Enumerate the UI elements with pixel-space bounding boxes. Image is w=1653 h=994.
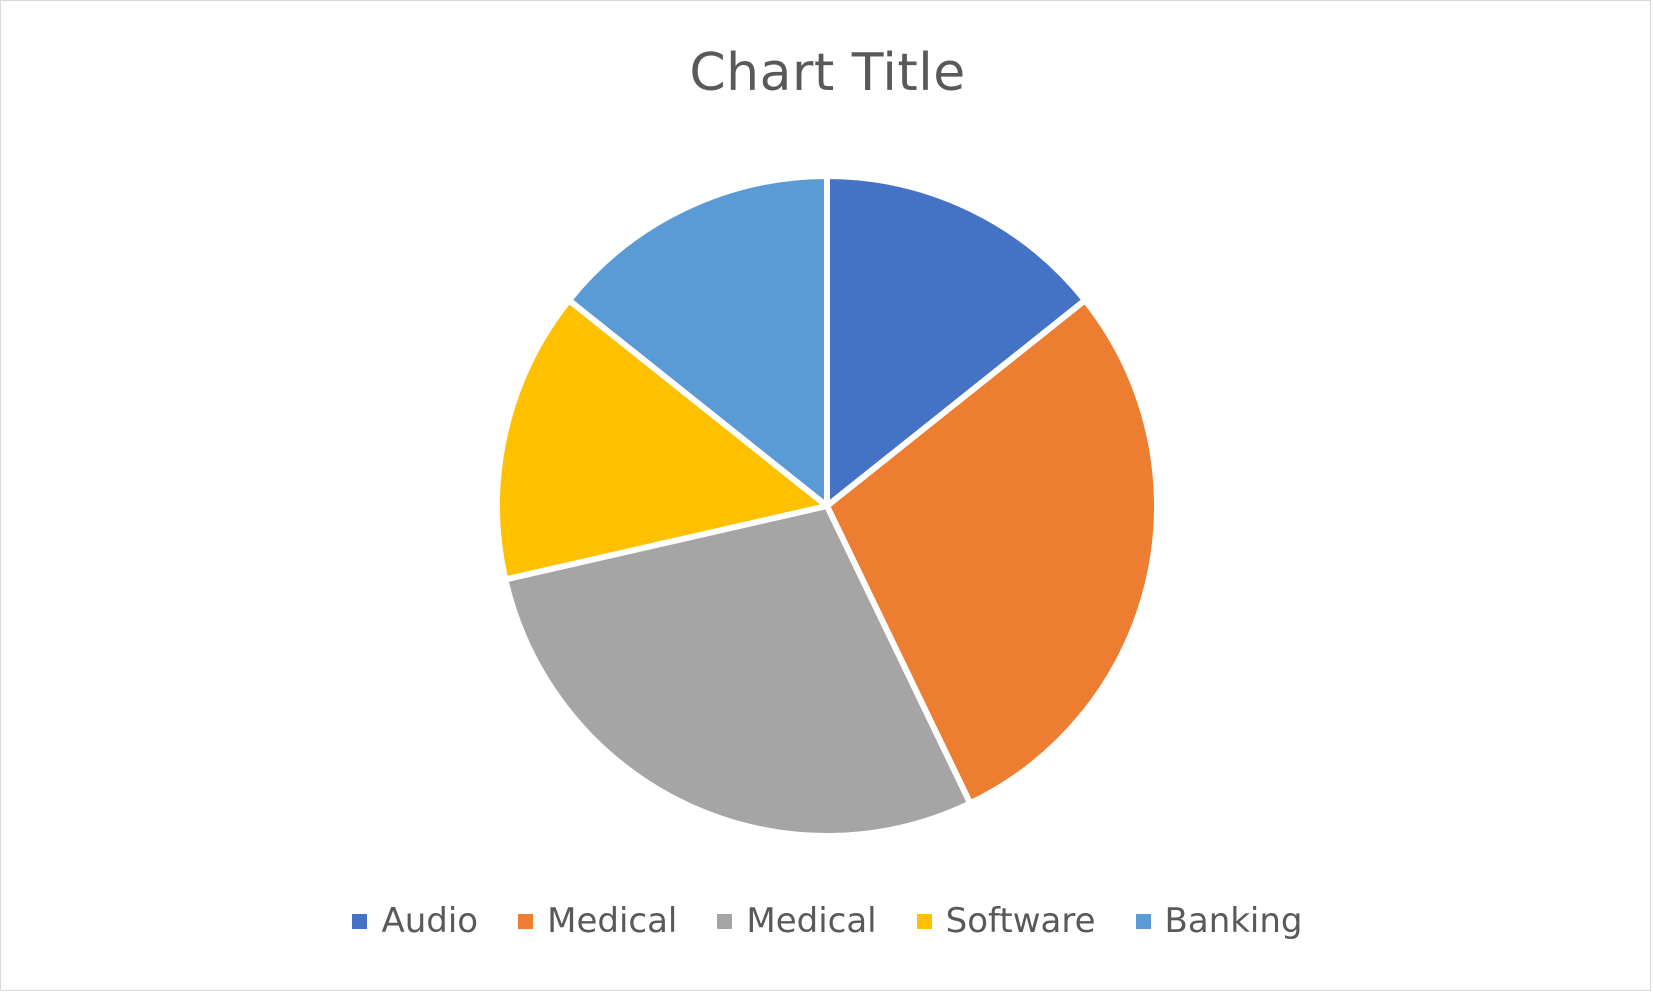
pie-slices: [494, 173, 1160, 839]
legend-swatch: [916, 913, 932, 929]
legend: Audio Medical Medical Software Banking: [1, 901, 1653, 941]
legend-label: Banking: [1164, 901, 1303, 941]
chart-title: Chart Title: [689, 43, 966, 103]
legend-swatch: [518, 913, 534, 929]
legend-swatch: [352, 913, 368, 929]
pie-slice-banking-4: [565, 173, 830, 509]
legend-label: Software: [945, 901, 1096, 941]
pie-slice-medical-2: [502, 503, 974, 839]
legend-label: Medical: [547, 901, 678, 941]
pie-slice-software-3: [494, 297, 830, 583]
legend-item-medical-2: Medical: [717, 901, 877, 941]
legend-swatch: [1135, 913, 1151, 929]
legend-item-audio: Audio: [352, 901, 478, 941]
pie-slice-audio-0: [824, 173, 1088, 509]
legend-item-banking: Banking: [1135, 901, 1303, 941]
legend-label: Medical: [746, 901, 877, 941]
legend-swatch: [717, 913, 733, 929]
legend-label: Audio: [381, 901, 479, 941]
legend-item-medical-1: Medical: [518, 901, 677, 941]
pie-slice-medical-1: [824, 297, 1160, 807]
legend-item-software: Software: [916, 901, 1096, 941]
